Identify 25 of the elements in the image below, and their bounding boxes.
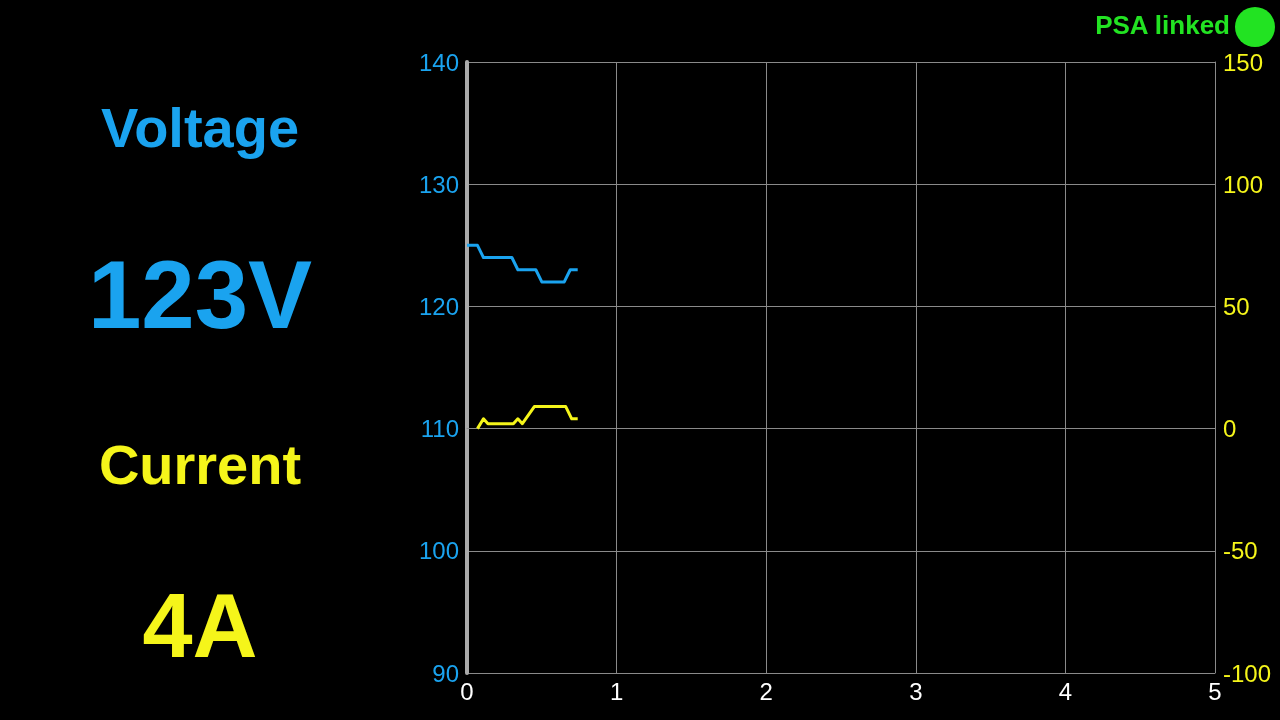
x-tick-label: 0: [460, 677, 474, 705]
y2-tick-label: -100: [1223, 659, 1272, 687]
y-tick-label: 100: [418, 537, 459, 565]
y2-tick-label: 100: [1223, 170, 1264, 198]
y2-tick-label: 50: [1223, 292, 1250, 320]
x-tick-label: 1: [609, 677, 624, 705]
line-series: [475, 405, 580, 431]
text: 123V: [86, 240, 314, 350]
text: Current: [97, 432, 303, 497]
y-tick-label: 90: [432, 659, 459, 687]
y-tick-label: 140: [418, 48, 459, 76]
y2-tick-label: 150: [1223, 48, 1264, 76]
y-tick-label: 110: [420, 415, 459, 443]
x-tick-label: 3: [909, 677, 923, 705]
text: Voltage: [99, 95, 301, 160]
y-tick-label: 120: [418, 292, 459, 320]
line-series: [465, 243, 580, 284]
x-tick-label: 2: [759, 677, 773, 705]
x-tick-label: 4: [1058, 677, 1073, 705]
y2-tick-label: 0: [1223, 415, 1237, 443]
y2-tick-label: -50: [1223, 537, 1258, 565]
text: 4A: [141, 575, 259, 678]
y-tick-label: 130: [418, 170, 459, 198]
text: PSA linked: [1095, 10, 1230, 41]
x-tick-label: 5: [1208, 677, 1222, 705]
